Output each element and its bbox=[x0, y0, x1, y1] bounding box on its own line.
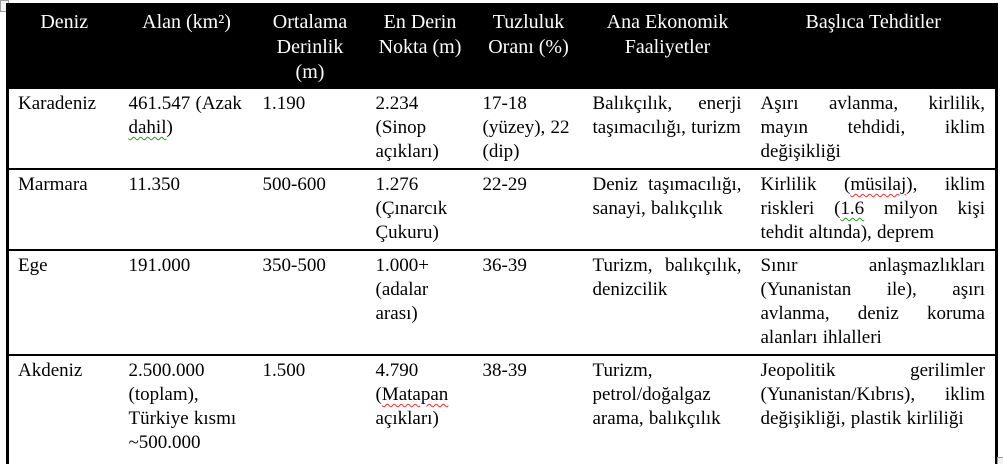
text-segment: 11.350 bbox=[128, 174, 181, 195]
cell-tehditler: Jeopolitik gerilimler (Yunanistan/Kıbrıs… bbox=[751, 354, 997, 464]
text-segment: Kirlilik ( bbox=[760, 174, 851, 195]
cell-alan: 461.547 (Azak dahil) bbox=[119, 87, 254, 169]
cell-ortalama-derinlik: 350-500 bbox=[253, 249, 367, 355]
text-segment: 1.190 bbox=[262, 93, 306, 114]
cell-alan: 2.500.000 (toplam), Türkiye kısmı ~500.0… bbox=[119, 354, 254, 464]
spellcheck-squiggle-text: müsilaj bbox=[850, 174, 907, 195]
spellcheck-squiggle-text: Matapan bbox=[381, 384, 449, 405]
column-header-ekonomik-faaliyetler: Ana Ekonomik Faaliyetler bbox=[583, 4, 752, 88]
cell-tuzluluk-orani: 38-39 bbox=[473, 354, 584, 464]
text-segment: 461.547 (Azak bbox=[128, 93, 242, 114]
text-segment: 4.790 ( bbox=[375, 360, 419, 405]
cell-ekonomik-faaliyetler: Turizm, petrol/doğalgaz arama, balıkçılı… bbox=[583, 354, 752, 464]
cell-en-derin-nokta: 4.790 (Matapan açıkları) bbox=[366, 354, 474, 464]
spellcheck-squiggle-text: dahil bbox=[128, 117, 167, 138]
cell-tehditler: Sınır anlaşmazlıkları (Yunanistan ile), … bbox=[751, 249, 997, 355]
text-segment: Sınır anlaşmazlıkları (Yunanistan ile), … bbox=[760, 255, 986, 348]
cell-ekonomik-faaliyetler: Turizm, balıkçılık, denizcilik bbox=[583, 249, 752, 355]
header-row: Deniz Alan (km²) Ortalama Derinlik (m) E… bbox=[7, 4, 997, 88]
text-segment: Aşırı avlanma, kirlilik, mayın tehdidi, … bbox=[760, 93, 986, 162]
cell-ekonomik-faaliyetler: Balıkçılık, enerji taşımacılığı, turizm bbox=[583, 87, 752, 169]
text-segment: Turizm, petrol/doğalgaz arama, balıkçılı… bbox=[592, 360, 721, 429]
cell-ortalama-derinlik: 1.190 bbox=[253, 87, 367, 169]
text-segment: Balıkçılık, enerji taşımacılığı, turizm bbox=[592, 93, 742, 138]
spellcheck-squiggle-text: 1.6 bbox=[840, 198, 865, 219]
table-row-ege: Ege 191.000 350-500 1.000+ (adalar arası… bbox=[7, 249, 997, 355]
text-segment: 191.000 bbox=[128, 255, 191, 276]
text-segment: açıkları) bbox=[375, 408, 439, 429]
seas-table: Deniz Alan (km²) Ortalama Derinlik (m) E… bbox=[6, 3, 998, 464]
cell-alan: 11.350 bbox=[119, 168, 254, 250]
text-segment: 38-39 bbox=[482, 360, 527, 381]
text-segment: 500-600 bbox=[262, 174, 326, 195]
cell-ortalama-derinlik: 500-600 bbox=[253, 168, 367, 250]
cell-deniz: Karadeniz bbox=[7, 87, 120, 169]
column-header-tehditler: Başlıca Tehditler bbox=[751, 4, 997, 88]
table-resize-handle[interactable] bbox=[997, 457, 1003, 464]
text-segment: 1.276 (Çınarcık Çukuru) bbox=[375, 174, 448, 243]
cell-tehditler: Aşırı avlanma, kirlilik, mayın tehdidi, … bbox=[751, 87, 997, 169]
text-segment: 36-39 bbox=[482, 255, 527, 276]
cell-tuzluluk-orani: 17-18 (yüzey), 22 (dip) bbox=[473, 87, 584, 169]
column-header-tuzluluk-orani: Tuzluluk Oranı (%) bbox=[473, 4, 584, 88]
column-header-en-derin-nokta: En Derin Nokta (m) bbox=[366, 4, 474, 88]
cell-tehditler: Kirlilik (müsilaj), iklim riskleri (1.6 … bbox=[751, 168, 997, 250]
column-header-deniz: Deniz bbox=[7, 4, 120, 88]
cell-deniz: Marmara bbox=[7, 168, 120, 250]
cell-deniz: Ege bbox=[7, 249, 120, 355]
table-row-akdeniz: Akdeniz 2.500.000 (toplam), Türkiye kısm… bbox=[7, 354, 997, 464]
text-segment: 17-18 (yüzey), 22 (dip) bbox=[482, 93, 570, 162]
table-row-karadeniz: Karadeniz 461.547 (Azak dahil) 1.190 2.2… bbox=[7, 87, 997, 169]
cell-en-derin-nokta: 1.000+ (adalar arası) bbox=[366, 249, 474, 355]
text-segment: 22-29 bbox=[482, 174, 527, 195]
text-segment: ) bbox=[166, 117, 173, 138]
cell-ekonomik-faaliyetler: Deniz taşımacılığı, sanayi, balıkçılık bbox=[583, 168, 752, 250]
cell-tuzluluk-orani: 22-29 bbox=[473, 168, 584, 250]
cell-deniz: Akdeniz bbox=[7, 354, 120, 464]
text-segment: milyon kişi tehdit altında), deprem bbox=[760, 198, 986, 243]
text-segment: Deniz taşımacılığı, sanayi, balıkçılık bbox=[592, 174, 742, 219]
text-segment: 1.000+ (adalar arası) bbox=[375, 255, 429, 324]
text-segment: 1.500 bbox=[262, 360, 306, 381]
text-segment: 2.234 (Sinop açıkları) bbox=[375, 93, 439, 162]
table-row-marmara: Marmara 11.350 500-600 1.276 (Çınarcık Ç… bbox=[7, 168, 997, 250]
text-segment: Turizm, balıkçılık, denizcilik bbox=[592, 255, 742, 300]
column-header-ortalama-derinlik: Ortalama Derinlik (m) bbox=[253, 4, 367, 88]
text-segment: 2.500.000 (toplam), Türkiye kısmı ~500.0… bbox=[128, 360, 237, 453]
cell-en-derin-nokta: 2.234 (Sinop açıkları) bbox=[366, 87, 474, 169]
text-segment: Jeopolitik gerilimler (Yunanistan/Kıbrıs… bbox=[760, 360, 986, 429]
text-segment: ), iklim riskleri ( bbox=[760, 174, 986, 219]
column-header-alan: Alan (km²) bbox=[119, 4, 254, 88]
cell-en-derin-nokta: 1.276 (Çınarcık Çukuru) bbox=[366, 168, 474, 250]
text-segment: 350-500 bbox=[262, 255, 326, 276]
cell-ortalama-derinlik: 1.500 bbox=[253, 354, 367, 464]
cell-tuzluluk-orani: 36-39 bbox=[473, 249, 584, 355]
cell-alan: 191.000 bbox=[119, 249, 254, 355]
